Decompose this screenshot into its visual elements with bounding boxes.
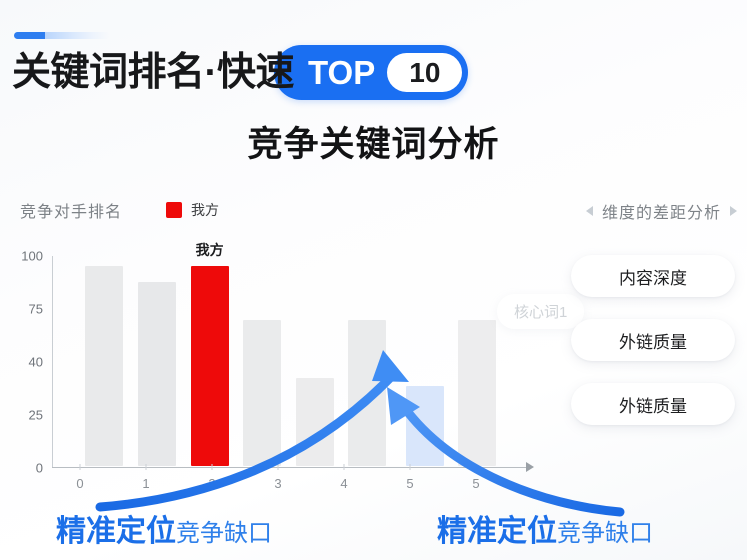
caption-right-strong: 精准定位 <box>437 515 557 548</box>
y-axis-tick-label: 40 <box>28 354 43 370</box>
y-axis-tick-label: 75 <box>28 301 43 317</box>
x-axis-tick-mark <box>79 464 81 470</box>
top-rank-badge: TOP 10 <box>274 45 469 100</box>
dimension-card-label: 外链质量 <box>619 332 687 352</box>
x-axis-tick-label: 5 <box>406 476 414 491</box>
bar-competitor <box>458 320 497 466</box>
x-axis-tick-mark <box>145 464 147 470</box>
x-axis-tick-label: 0 <box>76 476 84 491</box>
chart-plot-area: 我方 <box>52 242 530 466</box>
dimension-gap-header: 维度的差距分析 <box>585 199 737 223</box>
headline: 关键词排名·快速 <box>12 44 295 100</box>
bar-competitor <box>243 320 282 466</box>
chart-x-axis <box>52 467 528 468</box>
legend-item-self: 我方 <box>166 200 219 220</box>
core-keyword-ghost-pill: 核心词1 <box>497 294 585 329</box>
x-axis-tick-label: 2 <box>208 476 216 491</box>
triangle-left-icon <box>585 206 593 216</box>
caption-left: 精准定位 竞争缺口 <box>56 506 272 550</box>
accent-bar-icon <box>14 32 110 39</box>
x-axis-tick-mark <box>409 464 411 470</box>
y-axis-ticks: 100 75 40 25 0 <box>21 249 53 476</box>
x-axis-tick-label: 5 <box>472 476 480 491</box>
accent-bar-solid <box>14 32 45 39</box>
caption-right-soft: 竞争缺口 <box>557 520 653 547</box>
y-axis-tick-label: 100 <box>21 248 43 264</box>
x-axis-tick-label: 1 <box>142 476 150 491</box>
bar-competitor <box>295 378 334 466</box>
triangle-right-icon <box>730 206 737 216</box>
x-axis-tick-label: 4 <box>340 476 348 491</box>
competitor-bar-chart: 100 75 40 25 0 我方 0 1 2 3 4 5 5 <box>0 240 560 491</box>
dimension-card-list: 内容深度 外链质量 外链质量 <box>571 255 735 425</box>
x-axis-tick-label: 3 <box>274 476 282 491</box>
caption-right: 精准定位 竞争缺口 <box>437 506 653 550</box>
page-title: 竞争关键词分析 <box>247 125 500 164</box>
x-axis-tick-mark <box>475 464 477 470</box>
bar-competitor <box>348 320 387 466</box>
headline-text: 关键词排名·快速 <box>12 50 295 94</box>
chart-axis-title: 竞争对手排名 <box>20 204 123 221</box>
bar-self <box>190 266 229 466</box>
dimension-gap-label: 维度的差距分析 <box>601 205 721 222</box>
badge-top-label: TOP <box>308 53 376 91</box>
dimension-card[interactable]: 外链质量 <box>571 319 735 361</box>
y-axis-tick-label: 25 <box>28 407 43 423</box>
legend-swatch-icon <box>166 202 183 218</box>
dimension-card[interactable]: 内容深度 <box>571 255 735 297</box>
dimension-card[interactable]: 外链质量 <box>571 383 735 425</box>
y-axis-tick-label: 0 <box>35 460 43 476</box>
accent-bar-fade <box>44 32 110 39</box>
bar-competitor <box>85 266 124 466</box>
dimension-card-label: 外链质量 <box>619 396 687 416</box>
chart-legend: 竞争对手排名 我方 <box>20 198 219 222</box>
dimension-card-label: 内容深度 <box>619 268 687 288</box>
x-axis-tick-mark <box>277 464 279 470</box>
badge-number: 10 <box>387 52 463 93</box>
caption-left-soft: 竞争缺口 <box>176 520 272 547</box>
x-axis-tick-mark <box>211 464 213 470</box>
chart-y-axis <box>52 256 53 468</box>
x-axis-tick-mark <box>343 464 345 470</box>
bar-value-label: 我方 <box>195 242 224 258</box>
bar-competitor <box>138 282 177 466</box>
legend-item-label: 我方 <box>191 202 220 218</box>
bar-gap-highlight <box>405 386 444 466</box>
caption-left-strong: 精准定位 <box>56 515 176 548</box>
